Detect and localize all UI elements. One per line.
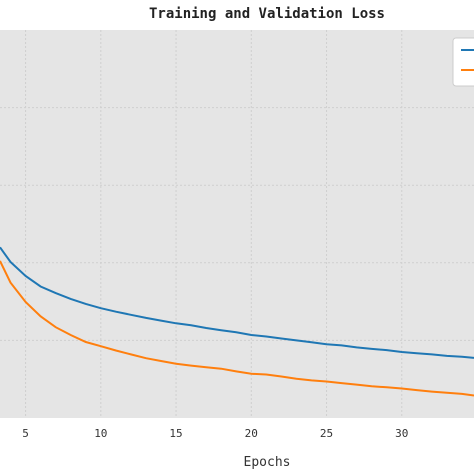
legend-box	[452, 37, 474, 87]
y-gridlines	[0, 107, 474, 341]
x-tick-label-15: 15	[169, 427, 182, 440]
series-line-2	[0, 260, 474, 397]
x-tick-label-20: 20	[245, 427, 258, 440]
x-tick-label-25: 25	[320, 427, 333, 440]
x-axis-label: Epochs	[244, 455, 291, 470]
plot-area	[0, 30, 474, 418]
x-gridlines	[25, 30, 403, 418]
legend	[452, 37, 474, 87]
series-lines	[0, 246, 474, 397]
x-tick-labels: 5 10 15 20 25 30	[22, 427, 408, 440]
x-tick-label-30: 30	[395, 427, 408, 440]
chart-title: Training and Validation Loss	[149, 6, 385, 22]
series-line-1	[0, 246, 474, 359]
x-tick-label-5: 5	[22, 427, 29, 440]
x-tick-label-10: 10	[94, 427, 107, 440]
